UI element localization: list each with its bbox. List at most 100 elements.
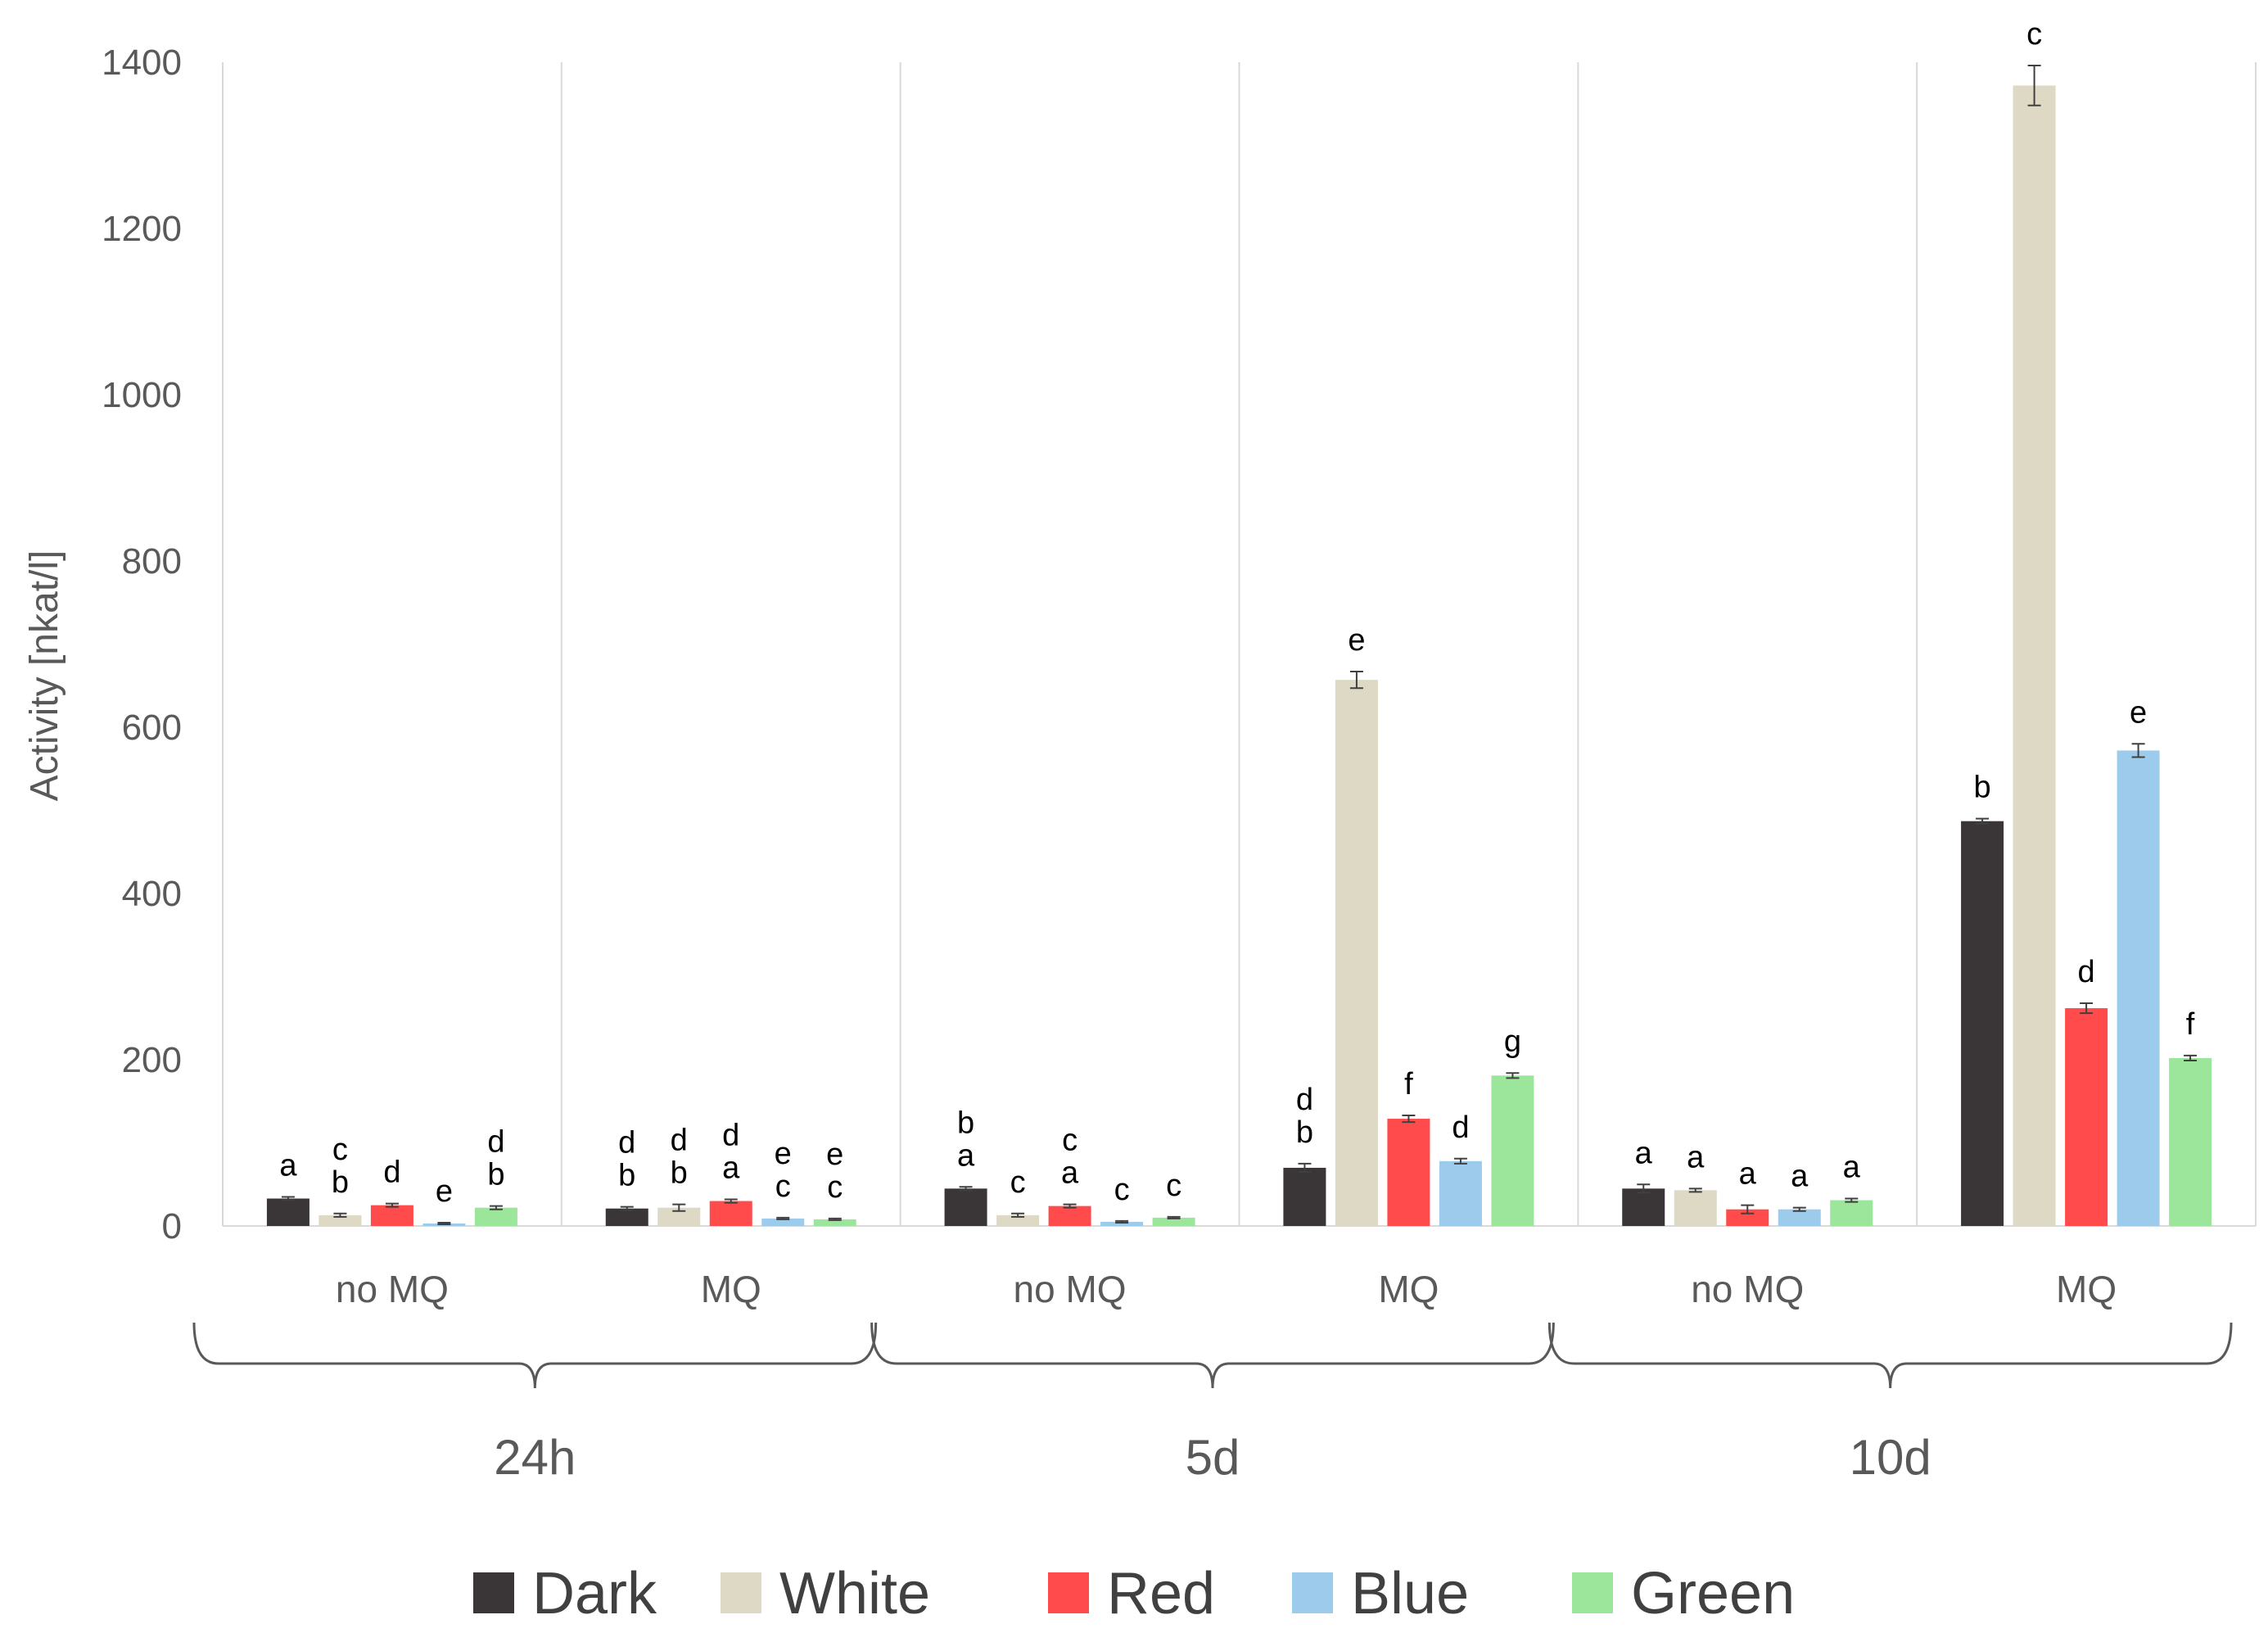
significance-letter: e <box>775 1137 792 1171</box>
bar-dark <box>1622 1188 1665 1226</box>
significance-letter: d <box>383 1156 400 1190</box>
y-tick-label: 400 <box>122 874 182 914</box>
bar-green <box>1830 1200 1873 1226</box>
significance-letter: a <box>722 1151 740 1186</box>
significance-letter: b <box>671 1156 688 1191</box>
legend-swatch-white <box>721 1572 761 1613</box>
significance-letter: a <box>1843 1151 1861 1185</box>
bar-white <box>1335 680 1378 1226</box>
x-category-label: no MQ <box>1691 1268 1804 1310</box>
y-tick-label: 200 <box>122 1040 182 1080</box>
y-tick-label: 1400 <box>102 43 182 83</box>
bar-green <box>813 1219 856 1226</box>
bar-dark <box>1961 821 2004 1226</box>
legend-swatch-red <box>1048 1572 1089 1613</box>
significance-letter: a <box>1791 1160 1809 1194</box>
significance-letter: d <box>618 1126 635 1160</box>
legend-label-dark: Dark <box>532 1561 657 1626</box>
bar-red <box>370 1205 413 1226</box>
significance-letter: b <box>1974 771 1991 805</box>
significance-letter: c <box>827 1170 843 1205</box>
significance-letter: a <box>957 1138 975 1173</box>
y-tick-label: 0 <box>162 1206 182 1246</box>
significance-letter: a <box>1061 1156 1079 1191</box>
legend-label-white: White <box>779 1561 930 1626</box>
y-tick-label: 600 <box>122 708 182 748</box>
legend-label-green: Green <box>1631 1561 1795 1626</box>
legend: Dark White Red Blue Green <box>473 1561 1795 1626</box>
y-tick-label: 800 <box>122 541 182 581</box>
x-group-label: 5d <box>1186 1430 1240 1485</box>
x-group-label: 10d <box>1850 1430 1931 1485</box>
significance-letter: b <box>957 1106 974 1140</box>
bar-blue <box>1778 1209 1821 1226</box>
significance-letter: d <box>1296 1083 1313 1117</box>
significance-letter: c <box>2026 17 2042 52</box>
bar-blue <box>1439 1160 1482 1226</box>
bar-red <box>709 1201 752 1226</box>
bar-green <box>2169 1057 2212 1226</box>
significance-letter: d <box>487 1125 504 1160</box>
bar-dark <box>1283 1167 1326 1226</box>
x-category-label: no MQ <box>336 1268 449 1310</box>
y-tick-label: 1000 <box>102 375 182 415</box>
legend-swatch-blue <box>1292 1572 1333 1613</box>
significance-letter: d <box>2078 955 2095 989</box>
legend-swatch-dark <box>473 1572 514 1613</box>
significance-letter: b <box>332 1165 349 1200</box>
significance-letter: g <box>1504 1025 1521 1059</box>
y-tick-label: 1200 <box>102 209 182 249</box>
x-category-label: MQ <box>2056 1268 2117 1310</box>
bar-dark <box>605 1208 648 1226</box>
x-category-label: MQ <box>1378 1268 1439 1310</box>
significance-letter: f <box>2186 1007 2195 1042</box>
bar-white <box>319 1215 362 1226</box>
bar-white <box>996 1215 1040 1226</box>
significance-letter: c <box>775 1169 791 1204</box>
bar-dark <box>944 1188 987 1226</box>
x-category-label: no MQ <box>1014 1268 1127 1310</box>
x-group-label: 24h <box>494 1430 576 1485</box>
significance-letter: d <box>722 1119 739 1153</box>
legend-label-blue: Blue <box>1351 1561 1469 1626</box>
bar-blue <box>2117 750 2160 1226</box>
y-axis-label: Activity [nkat/l] <box>23 550 66 802</box>
group-bracket <box>1547 1322 2233 1389</box>
bar-green <box>1491 1075 1534 1226</box>
significance-letter: e <box>1348 623 1365 658</box>
significance-letter: d <box>671 1124 688 1158</box>
significance-letter: c <box>1010 1165 1026 1200</box>
significance-letter: a <box>279 1148 297 1183</box>
bar-blue <box>1100 1221 1144 1226</box>
bar-red <box>2065 1008 2108 1226</box>
bar-white <box>1674 1190 1717 1226</box>
bar-red <box>1048 1206 1091 1226</box>
bar-red <box>1726 1209 1769 1226</box>
significance-letter: c <box>1114 1173 1130 1207</box>
bar-green <box>1152 1217 1195 1226</box>
significance-letter: a <box>1687 1140 1705 1174</box>
bar-red <box>1387 1119 1430 1226</box>
bar-green <box>474 1207 517 1226</box>
x-category-label: MQ <box>701 1268 761 1310</box>
bar-dark <box>266 1198 309 1226</box>
significance-letter: f <box>1404 1067 1413 1101</box>
significance-letter: e <box>2130 695 2147 730</box>
group-bracket <box>192 1322 878 1389</box>
significance-letter: b <box>1296 1115 1313 1150</box>
legend-label-red: Red <box>1107 1561 1215 1626</box>
significance-letter: b <box>618 1159 635 1193</box>
significance-letter: a <box>1739 1157 1757 1192</box>
bar-blue <box>761 1218 805 1226</box>
significance-letter: b <box>487 1158 504 1192</box>
significance-letter: a <box>1635 1136 1653 1170</box>
legend-swatch-green <box>1572 1572 1613 1613</box>
bar-white <box>2013 85 2056 1226</box>
bar-white <box>657 1207 701 1226</box>
significance-letter: c <box>1062 1124 1078 1158</box>
significance-letter: e <box>436 1174 453 1209</box>
significance-letter: c <box>332 1133 348 1167</box>
significance-letter: c <box>1166 1169 1181 1203</box>
